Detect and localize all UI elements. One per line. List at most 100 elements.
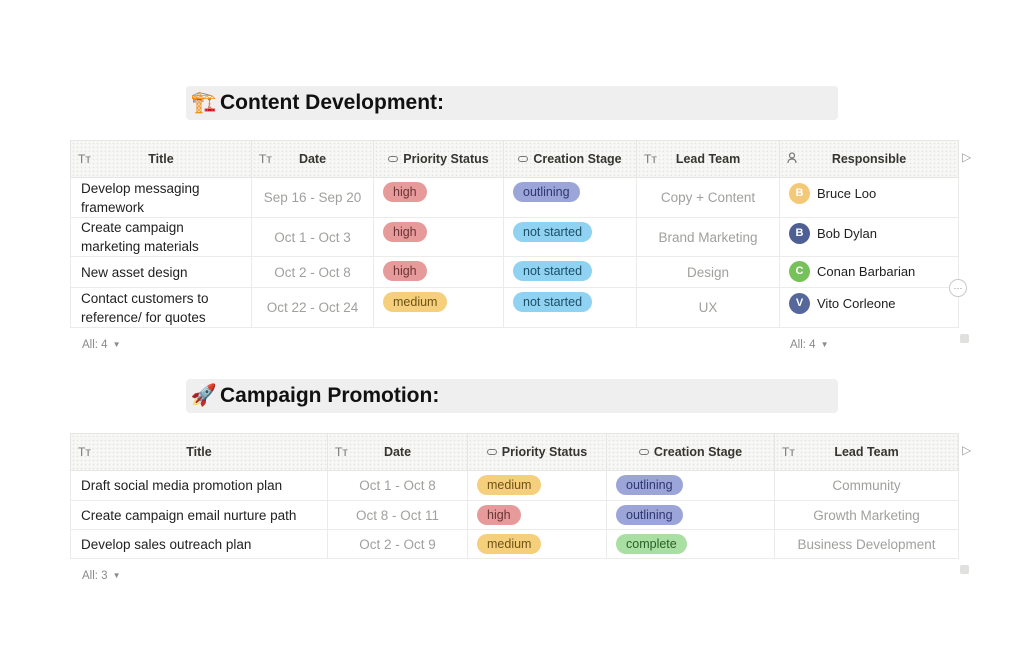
stage-cell[interactable]: outlining (606, 470, 775, 501)
priority-cell[interactable]: medium (467, 470, 607, 501)
priority-tag: high (383, 222, 427, 242)
construction-crane-icon: 🏗️ (190, 91, 218, 114)
priority-cell[interactable]: medium (373, 287, 504, 328)
row-lead-team[interactable]: Growth Marketing (774, 500, 959, 530)
stage-tag: outlining (616, 475, 683, 495)
resize-handle-icon[interactable] (960, 565, 969, 574)
expand-columns-icon[interactable]: ▷ (962, 150, 972, 164)
row-count-right[interactable]: All: 4 ▼ (790, 339, 829, 351)
stage-cell[interactable]: complete (606, 529, 775, 559)
select-type-icon (388, 156, 399, 162)
row-lead-team[interactable]: Brand Marketing (636, 217, 780, 257)
select-type-icon (638, 449, 649, 455)
section-title: Campaign Promotion: (220, 384, 440, 407)
row-date[interactable]: Sep 16 - Sep 20 (251, 177, 374, 218)
column-header-creation-stage[interactable]: Creation Stage (606, 433, 775, 471)
section-heading-content-development: 🏗️ Content Development: (186, 86, 838, 120)
column-header-responsible[interactable]: Responsible (779, 140, 959, 178)
caret-down-icon: ▼ (112, 571, 121, 580)
resize-handle-icon[interactable] (960, 334, 969, 343)
text-type-icon: Tт (644, 152, 657, 166)
row-count-left[interactable]: All: 4 ▼ (82, 339, 121, 351)
column-header-lead-team[interactable]: Tт Lead Team (636, 140, 780, 178)
person-name: Bob Dylan (817, 226, 877, 241)
row-date[interactable]: Oct 2 - Oct 8 (251, 256, 374, 288)
table-row[interactable]: Contact customers to reference/ for quot… (70, 287, 959, 328)
responsible-cell[interactable]: V Vito Corleone (779, 287, 959, 328)
priority-cell[interactable]: high (373, 177, 504, 218)
responsible-cell[interactable]: B Bob Dylan (779, 217, 959, 257)
priority-tag: high (383, 182, 427, 202)
column-header-date[interactable]: Tт Date (251, 140, 374, 178)
priority-tag: medium (383, 292, 448, 312)
avatar: V (789, 293, 810, 314)
table-row[interactable]: Draft social media promotion plan Oct 1 … (70, 470, 959, 501)
stage-cell[interactable]: not started (503, 287, 637, 328)
table-row[interactable]: Develop sales outreach plan Oct 2 - Oct … (70, 529, 959, 559)
row-date[interactable]: Oct 22 - Oct 24 (251, 287, 374, 328)
row-lead-team[interactable]: Copy + Content (636, 177, 780, 218)
person-name: Vito Corleone (817, 296, 896, 311)
text-type-icon: Tт (78, 152, 91, 166)
stage-tag: complete (616, 534, 687, 554)
row-date[interactable]: Oct 8 - Oct 11 (327, 500, 468, 530)
stage-tag: not started (513, 261, 593, 281)
table-row[interactable]: New asset design Oct 2 - Oct 8 high not … (70, 256, 959, 288)
person-name: Conan Barbarian (817, 264, 916, 279)
rocket-icon: 🚀 (190, 384, 218, 407)
expand-columns-icon[interactable]: ▷ (962, 443, 972, 457)
priority-tag: medium (477, 534, 542, 554)
column-header-title[interactable]: Tт Title (70, 433, 328, 471)
avatar: C (789, 261, 810, 282)
text-type-icon: Tт (259, 152, 272, 166)
text-type-icon: Tт (78, 445, 91, 459)
text-type-icon: Tт (335, 445, 348, 459)
row-lead-team[interactable]: Design (636, 256, 780, 288)
campaign-promotion-table: Tт Title Tт Date Priority Status Creation … (70, 433, 959, 559)
row-title[interactable]: Develop messaging framework (70, 177, 252, 218)
stage-cell[interactable]: not started (503, 256, 637, 288)
row-lead-team[interactable]: UX (636, 287, 780, 328)
person-name: Bruce Loo (817, 186, 877, 201)
column-header-date[interactable]: Tт Date (327, 433, 468, 471)
table-row[interactable]: Develop messaging framework Sep 16 - Sep… (70, 177, 959, 218)
column-header-lead-team[interactable]: Tт Lead Team (774, 433, 959, 471)
row-title[interactable]: Develop sales outreach plan (70, 529, 328, 559)
responsible-cell[interactable]: B Bruce Loo (779, 177, 959, 218)
priority-cell[interactable]: high (373, 217, 504, 257)
stage-tag: outlining (616, 505, 683, 525)
row-title[interactable]: Create campaign marketing materials (70, 217, 252, 257)
select-type-icon (486, 449, 497, 455)
row-title[interactable]: Create campaign email nurture path (70, 500, 328, 530)
table-row[interactable]: Create campaign marketing materials Oct … (70, 217, 959, 257)
column-header-creation-stage[interactable]: Creation Stage (503, 140, 637, 178)
table-header-row: Tт Title Tт Date Priority Status Creation … (70, 433, 959, 471)
row-lead-team[interactable]: Community (774, 470, 959, 501)
priority-tag: high (383, 261, 427, 281)
priority-cell[interactable]: high (373, 256, 504, 288)
column-header-title[interactable]: Tт Title (70, 140, 252, 178)
responsible-cell[interactable]: C Conan Barbarian (779, 256, 959, 288)
row-date[interactable]: Oct 2 - Oct 9 (327, 529, 468, 559)
avatar: B (789, 223, 810, 244)
stage-cell[interactable]: outlining (503, 177, 637, 218)
row-more-options-button[interactable]: ··· (949, 279, 967, 297)
column-header-priority-status[interactable]: Priority Status (373, 140, 504, 178)
row-title[interactable]: Contact customers to reference/ for quot… (70, 287, 252, 328)
row-date[interactable]: Oct 1 - Oct 8 (327, 470, 468, 501)
stage-cell[interactable]: not started (503, 217, 637, 257)
row-title[interactable]: Draft social media promotion plan (70, 470, 328, 501)
row-lead-team[interactable]: Business Development (774, 529, 959, 559)
avatar: B (789, 183, 810, 204)
stage-cell[interactable]: outlining (606, 500, 775, 530)
column-header-priority-status[interactable]: Priority Status (467, 433, 607, 471)
row-title[interactable]: New asset design (70, 256, 252, 288)
row-date[interactable]: Oct 1 - Oct 3 (251, 217, 374, 257)
caret-down-icon: ▼ (820, 340, 829, 349)
table-row[interactable]: Create campaign email nurture path Oct 8… (70, 500, 959, 530)
priority-cell[interactable]: medium (467, 529, 607, 559)
priority-cell[interactable]: high (467, 500, 607, 530)
row-count-left[interactable]: All: 3 ▼ (82, 570, 121, 582)
text-type-icon: Tт (782, 445, 795, 459)
priority-tag: medium (477, 475, 542, 495)
